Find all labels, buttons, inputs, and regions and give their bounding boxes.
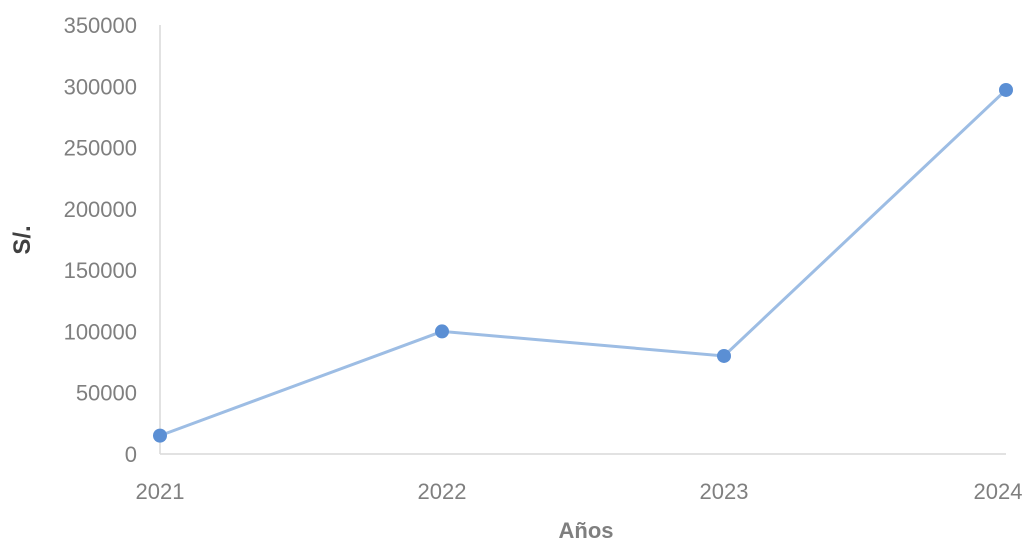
y-tick-label: 50000: [76, 381, 137, 406]
data-point-2023: [717, 348, 731, 363]
x-tick-label: 2024: [974, 479, 1023, 504]
series-layer: [153, 82, 1013, 443]
y-tick-label: 250000: [64, 136, 137, 161]
data-point-2022: [435, 324, 449, 339]
data-point-2021: [153, 428, 167, 443]
x-tick-label: 2021: [136, 479, 185, 504]
x-tick-label: 2022: [418, 479, 467, 504]
y-axis-ticks: 0 50000 100000 150000 200000 250000 300000 3500…: [64, 13, 137, 467]
y-tick-label: 100000: [64, 319, 137, 344]
y-axis-title: S/.: [9, 225, 36, 254]
data-point-2024: [999, 82, 1013, 97]
y-tick-label: 200000: [64, 197, 137, 222]
y-tick-label: 0: [125, 442, 137, 467]
series-line: [159, 88, 1008, 438]
x-axis-title: Años: [559, 518, 614, 543]
y-tick-label: 150000: [64, 258, 137, 283]
y-tick-label: 300000: [64, 74, 137, 99]
x-tick-label: 2023: [700, 479, 749, 504]
x-axis-ticks: 2021 2022 2023 2024: [136, 479, 1023, 504]
y-tick-label: 350000: [64, 13, 137, 38]
